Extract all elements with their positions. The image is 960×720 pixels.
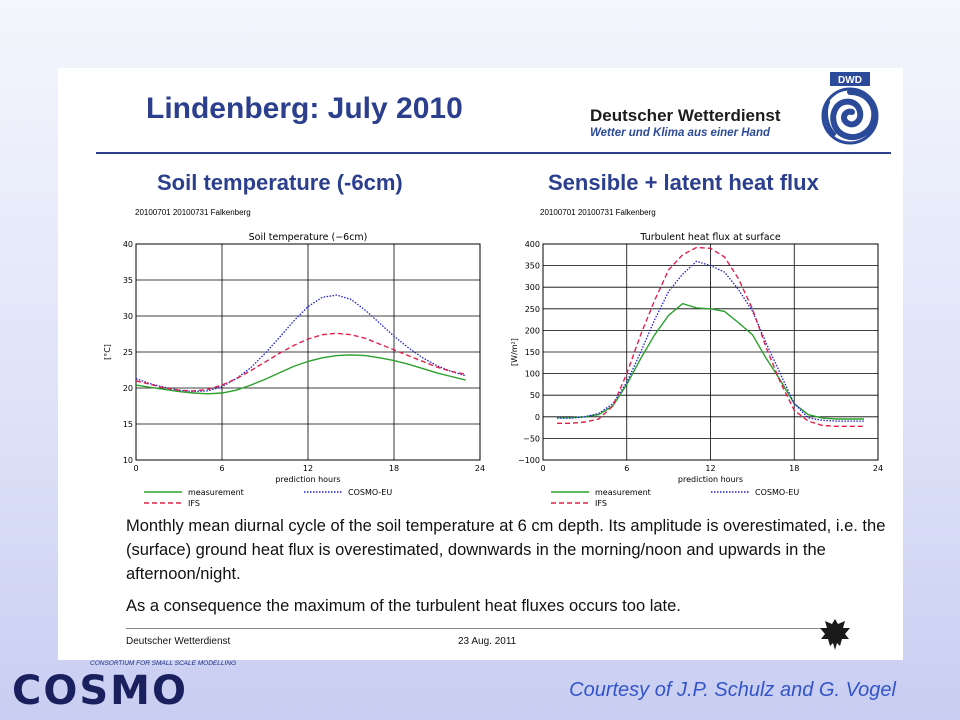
y-tick-label: 0 (535, 413, 540, 422)
cosmo-logo: CONSORTIUM FOR SMALL SCALE MODELLING COS… (8, 660, 236, 714)
left-run-label: 20100701 20100731 Falkenberg (135, 208, 251, 217)
legend-label: IFS (188, 499, 200, 508)
y-tick-label: 35 (123, 276, 133, 285)
heat-flux-chart: 0 6 12 18 24 −100 −50 0 50 100 150 200 250 300 350 400 T… (510, 232, 883, 508)
series-line-ifs (557, 246, 864, 428)
y-tick-label: 100 (525, 370, 540, 379)
right-chart-heading: Sensible + latent heat flux (548, 170, 819, 195)
chart-title: Turbulent heat flux at surface (639, 232, 780, 243)
y-tick-label: 300 (525, 283, 540, 292)
y-tick-label: 350 (525, 262, 540, 271)
y-tick-label: 400 (525, 240, 540, 249)
slide-panel: Lindenberg: July 2010 Deutscher Wetterdi… (58, 68, 903, 660)
footer-date: 23 Aug. 2011 (458, 636, 517, 647)
y-tick-label: 30 (123, 312, 133, 321)
description-paragraph-2: As a consequence the maximum of the turb… (126, 597, 681, 615)
x-tick-label: 24 (873, 464, 883, 473)
description-text: Monthly mean diurnal cycle of the soil t… (126, 514, 886, 626)
header-divider (96, 152, 891, 154)
y-tick-label: −50 (523, 434, 540, 443)
courtesy-credit: Courtesy of J.P. Schulz and G. Vogel (569, 679, 896, 701)
soil-temperature-chart: 0 6 12 18 24 10 15 20 25 30 35 40 Soil temperature (… (103, 232, 485, 508)
series-line-ifs (135, 332, 466, 392)
x-tick-label: 18 (789, 464, 799, 473)
series-line-measurement (135, 354, 466, 395)
y-tick-label: 150 (525, 348, 540, 357)
y-tick-label: 40 (123, 240, 133, 249)
dwd-tagline: Wetter und Klima aus einer Hand (590, 127, 770, 139)
legend-label: COSMO-EU (755, 488, 799, 497)
series-line-measurement (557, 302, 864, 420)
description-paragraph-1: Monthly mean diurnal cycle of the soil t… (126, 517, 886, 583)
federal-eagle-icon (820, 619, 850, 650)
x-tick-label: 24 (475, 464, 485, 473)
x-tick-label: 18 (389, 464, 399, 473)
dwd-name: Deutscher Wetterdienst (590, 106, 781, 125)
right-run-label: 20100701 20100731 Falkenberg (540, 208, 656, 217)
y-tick-label: 10 (123, 456, 133, 465)
x-tick-label: 6 (624, 464, 629, 473)
x-tick-label: 12 (705, 464, 715, 473)
dwd-badge-text: DWD (838, 75, 862, 86)
left-chart-heading: Soil temperature (-6cm) (157, 170, 403, 195)
x-axis-label: prediction hours (678, 475, 743, 484)
x-tick-label: 0 (540, 464, 545, 473)
y-axis-label: [°C] (103, 344, 112, 360)
cosmo-consortium-text: CONSORTIUM FOR SMALL SCALE MODELLING (90, 660, 237, 667)
footer-organization: Deutscher Wetterdienst (126, 636, 231, 647)
series-line-cosmo-eu (557, 260, 864, 422)
y-tick-label: −100 (518, 456, 540, 465)
x-tick-label: 0 (133, 464, 138, 473)
cosmo-wordmark: COSMO (12, 668, 188, 714)
y-axis-label: [W/m²] (510, 338, 519, 366)
x-tick-label: 6 (219, 464, 224, 473)
y-tick-label: 50 (530, 391, 540, 400)
legend-label: measurement (595, 488, 651, 497)
chart-title: Soil temperature (−6cm) (249, 232, 368, 243)
slide-title: Lindenberg: July 2010 (146, 92, 463, 125)
y-tick-label: 200 (525, 326, 540, 335)
series-line-cosmo-eu (135, 294, 466, 393)
y-tick-label: 25 (123, 348, 133, 357)
x-tick-label: 12 (303, 464, 313, 473)
footer-divider (126, 628, 838, 629)
y-tick-label: 20 (123, 384, 133, 393)
legend-label: IFS (595, 499, 607, 508)
legend-label: measurement (188, 488, 244, 497)
legend-label: COSMO-EU (348, 488, 392, 497)
y-tick-label: 15 (123, 420, 133, 429)
y-tick-label: 250 (525, 305, 540, 314)
dwd-emblem-icon: DWD (821, 72, 879, 145)
dwd-logo: Deutscher Wetterdienst Wetter und Klima … (590, 106, 805, 139)
x-axis-label: prediction hours (275, 475, 340, 484)
